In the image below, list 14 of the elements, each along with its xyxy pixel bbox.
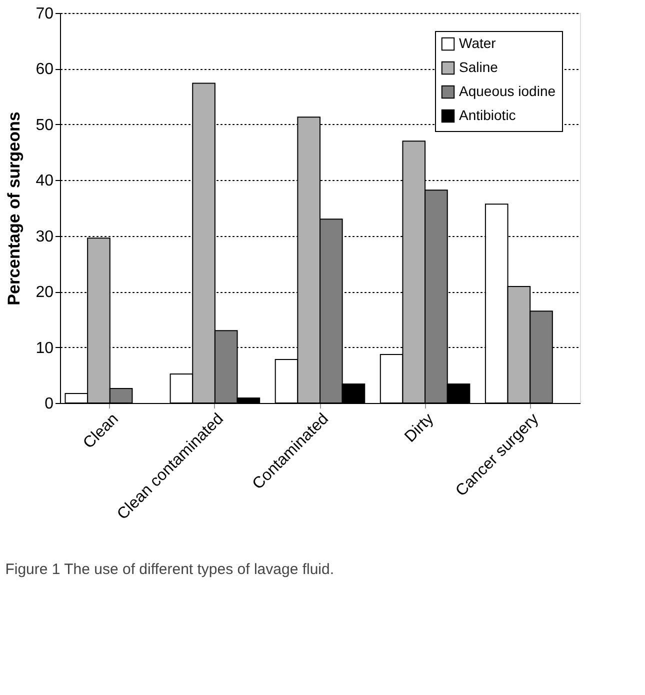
y-tick-label: 50: [36, 116, 54, 134]
y-tick-label: 60: [36, 61, 54, 78]
y-tick-label: 10: [36, 340, 54, 357]
y-tick-label: 0: [44, 396, 54, 412]
y-tick-label: 30: [36, 228, 54, 246]
legend-label: Water: [459, 35, 496, 51]
legend-label: Saline: [459, 59, 498, 75]
y-tick-label: 70: [36, 6, 54, 22]
y-axis-title: Percentage of surgeons: [4, 112, 24, 306]
y-tick-label: 40: [36, 172, 54, 190]
y-tick-label: 20: [36, 284, 54, 302]
legend-label: Aqueous iodine: [459, 83, 556, 99]
caption: Figure 1 The use of different types of lavage fluid.: [5, 560, 334, 578]
legend-label: Antibiotic: [459, 107, 516, 123]
